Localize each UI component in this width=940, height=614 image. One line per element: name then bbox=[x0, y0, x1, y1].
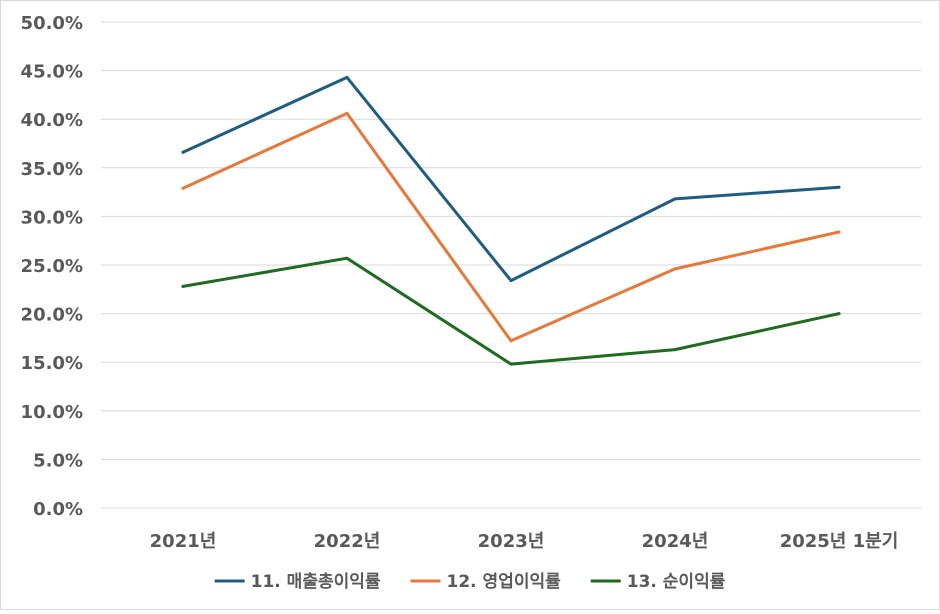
data-point bbox=[837, 185, 841, 189]
legend-label: 12. 영업이익률 bbox=[447, 572, 562, 592]
x-tick-label: 2021년 bbox=[150, 531, 217, 552]
data-point bbox=[181, 150, 185, 154]
data-point bbox=[837, 230, 841, 234]
y-tick-label: 15.0% bbox=[21, 353, 83, 374]
gridlines bbox=[101, 21, 921, 509]
x-axis-ticks: 2021년 2022년 2023년 2024년 2025년 1분기 bbox=[150, 531, 899, 552]
data-point bbox=[673, 197, 677, 201]
data-point bbox=[837, 312, 841, 316]
data-point bbox=[673, 348, 677, 352]
series-lines bbox=[181, 75, 841, 366]
x-tick-label: 2025년 1분기 bbox=[780, 531, 899, 552]
y-tick-label: 40.0% bbox=[21, 110, 83, 131]
y-tick-label: 20.0% bbox=[21, 305, 83, 326]
y-tick-label: 25.0% bbox=[21, 256, 83, 277]
data-point bbox=[509, 279, 513, 283]
data-point bbox=[345, 256, 349, 260]
y-tick-label: 35.0% bbox=[21, 159, 83, 180]
x-tick-label: 2022년 bbox=[314, 531, 381, 552]
series-line-2 bbox=[181, 111, 841, 343]
legend-label: 13. 순이익률 bbox=[627, 572, 726, 592]
series-line-1 bbox=[181, 75, 841, 283]
series-line-3 bbox=[181, 256, 841, 366]
data-point bbox=[509, 339, 513, 343]
data-point bbox=[509, 362, 513, 366]
data-point bbox=[345, 75, 349, 79]
x-tick-label: 2023년 bbox=[478, 531, 545, 552]
data-point bbox=[181, 186, 185, 190]
x-tick-label: 2024년 bbox=[642, 531, 709, 552]
y-tick-label: 50.0% bbox=[21, 13, 83, 34]
data-point bbox=[345, 111, 349, 115]
y-tick-label: 0.0% bbox=[33, 499, 83, 520]
y-tick-label: 30.0% bbox=[21, 207, 83, 228]
y-tick-label: 10.0% bbox=[21, 402, 83, 423]
legend-label: 11. 매출총이익률 bbox=[251, 572, 381, 592]
y-tick-label: 45.0% bbox=[21, 62, 83, 83]
y-tick-label: 5.0% bbox=[33, 450, 83, 471]
data-point bbox=[673, 267, 677, 271]
legend: 11. 매출총이익률 12. 영업이익률 13. 순이익률 bbox=[214, 572, 726, 592]
data-point bbox=[181, 284, 185, 288]
y-axis-ticks: 0.0% 5.0% 10.0% 15.0% 20.0% 25.0% 30.0% 35.0% 40… bbox=[21, 13, 83, 520]
